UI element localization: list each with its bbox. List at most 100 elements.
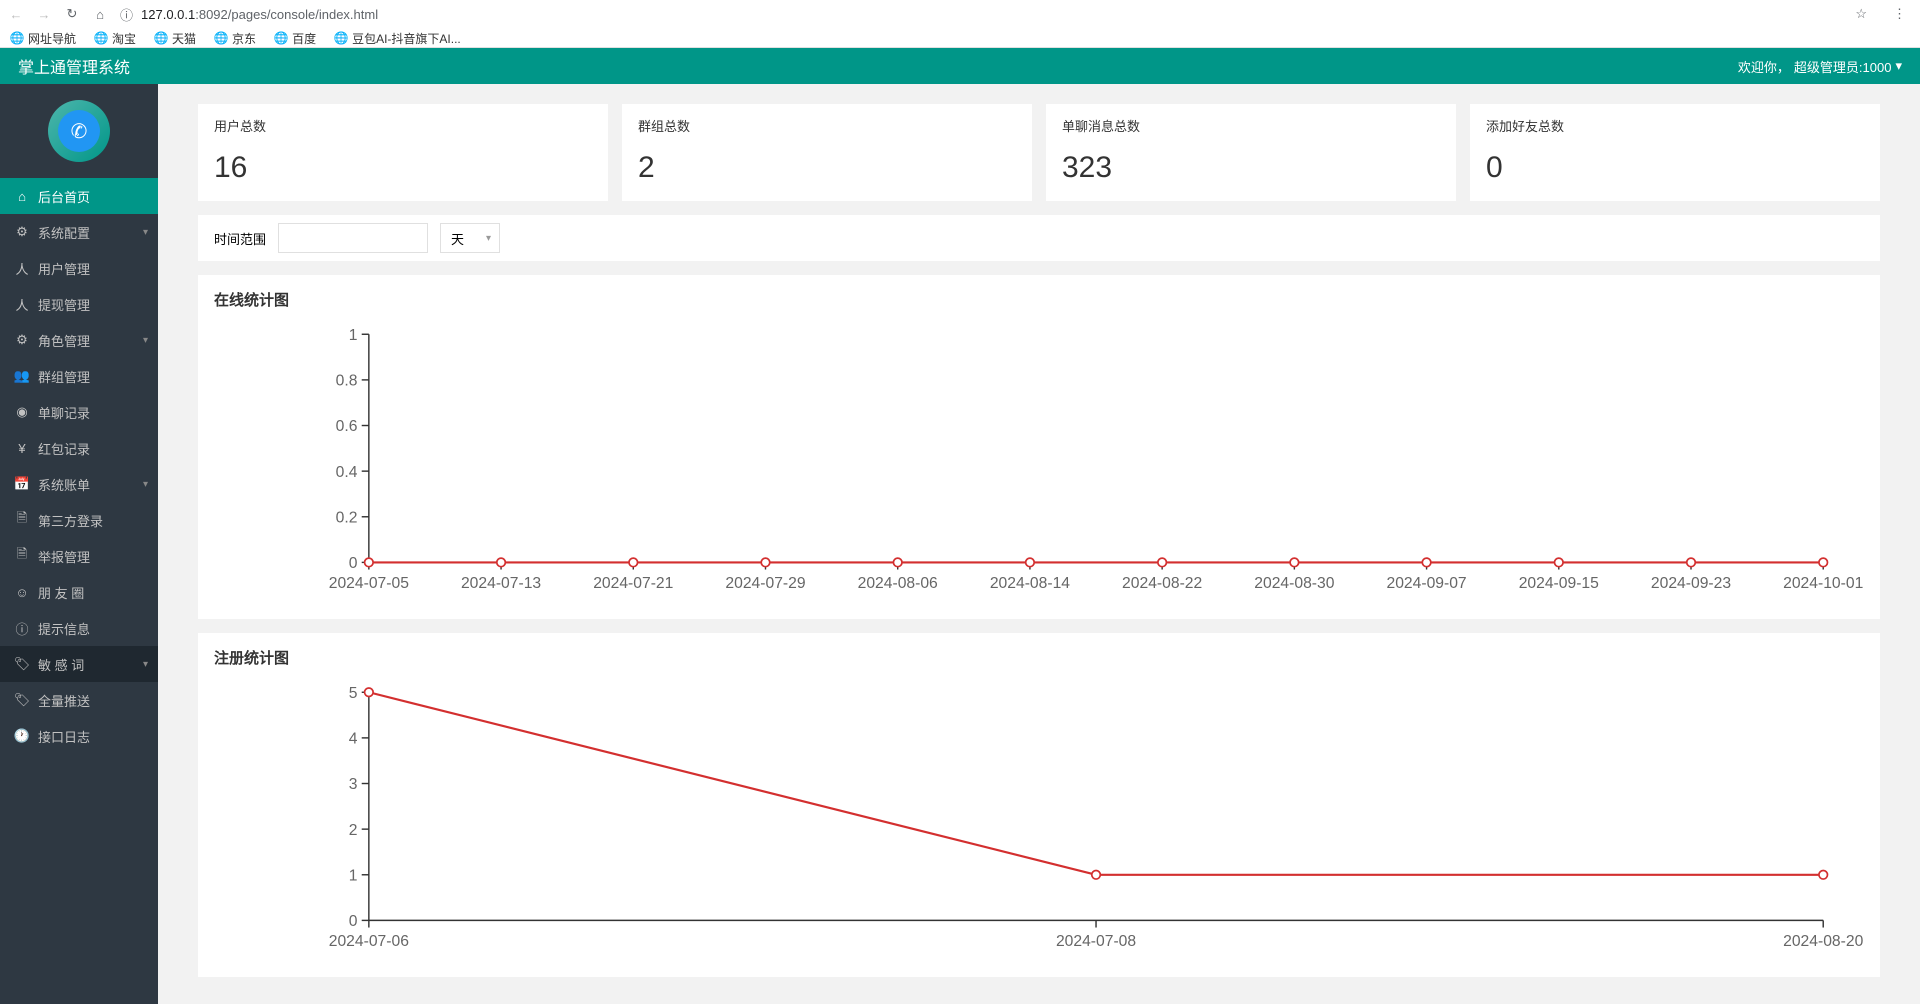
date-range-input[interactable] (278, 223, 428, 253)
stat-value: 0 (1486, 151, 1864, 185)
sidebar-item-0[interactable]: ⌂ 后台首页 (0, 178, 158, 214)
range-label: 时间范围 (214, 229, 266, 248)
bookmark-star-icon[interactable]: ☆ (1855, 6, 1875, 22)
nav-icon: 🏷 (14, 692, 30, 708)
sidebar-item-15[interactable]: 🕐接口日志 (0, 718, 158, 754)
chart-online-svg: 00.20.40.60.812024-07-052024-07-132024-0… (212, 320, 1866, 605)
chevron-down-icon: ▾ (1895, 58, 1902, 74)
stat-value: 323 (1062, 151, 1440, 185)
nav-icon: 🗎 (14, 545, 30, 567)
bookmark-item[interactable]: 🌐淘宝 (94, 30, 136, 47)
bookmark-item[interactable]: 🌐豆包AI-抖音旗下AI... (334, 30, 461, 47)
sidebar-item-13[interactable]: 🏷敏 感 词▾ (0, 646, 158, 682)
sidebar-item-12[interactable]: ⓘ提示信息 (0, 610, 158, 646)
svg-text:2024-07-08: 2024-07-08 (1056, 933, 1136, 950)
svg-text:2024-09-15: 2024-09-15 (1519, 575, 1599, 592)
svg-text:2024-07-06: 2024-07-06 (329, 933, 409, 950)
main-content: 用户总数 16 群组总数 2 单聊消息总数 323 添加好友总数 0 时间范围 … (158, 84, 1920, 1004)
nav-label: 提现管理 (38, 295, 90, 314)
chart-title: 注册统计图 (212, 647, 1866, 668)
sidebar-item-2[interactable]: 人用户管理 (0, 250, 158, 286)
svg-text:2024-07-13: 2024-07-13 (461, 575, 541, 592)
unit-select[interactable]: 天 ▾ (440, 223, 500, 253)
svg-text:2024-07-29: 2024-07-29 (725, 575, 805, 592)
sidebar-item-11[interactable]: ☺朋 友 圈 (0, 574, 158, 610)
nav-icon: ⚙ (14, 332, 30, 348)
bookmark-item[interactable]: 🌐百度 (274, 30, 316, 47)
welcome-prefix: 欢迎你， (1738, 57, 1790, 76)
bookmark-item[interactable]: 🌐网址导航 (10, 30, 76, 47)
welcome-user: 超级管理员:1000 (1794, 57, 1892, 76)
bookmark-item[interactable]: 🌐京东 (214, 30, 256, 47)
forward-button[interactable]: → (36, 6, 52, 22)
chevron-down-icon: ▾ (486, 233, 491, 244)
nav-label: 角色管理 (38, 331, 90, 350)
app-title: 掌上通管理系统 (18, 54, 130, 78)
nav-label: 系统配置 (38, 223, 90, 242)
chevron-down-icon: ▾ (143, 335, 148, 346)
sidebar-item-8[interactable]: 📅系统账单▾ (0, 466, 158, 502)
svg-text:2024-08-06: 2024-08-06 (858, 575, 938, 592)
stat-card-groups: 群组总数 2 (622, 104, 1032, 201)
svg-text:2024-10-01: 2024-10-01 (1783, 575, 1863, 592)
sidebar-item-6[interactable]: ◉单聊记录 (0, 394, 158, 430)
nav-icon: ⌂ (14, 189, 30, 204)
nav-icon: 🏷 (14, 656, 30, 672)
nav-icon: ⓘ (14, 619, 30, 638)
nav-label: 举报管理 (38, 547, 90, 566)
stat-value: 16 (214, 151, 592, 185)
globe-icon: 🌐 (154, 31, 168, 45)
svg-text:2024-08-14: 2024-08-14 (990, 575, 1070, 592)
chevron-down-icon: ▾ (143, 479, 148, 490)
svg-text:1: 1 (349, 327, 358, 344)
stats-row: 用户总数 16 群组总数 2 单聊消息总数 323 添加好友总数 0 (198, 104, 1880, 201)
nav-icon: ⚙ (14, 224, 30, 240)
sidebar-item-7[interactable]: ¥红包记录 (0, 430, 158, 466)
sidebar-item-3[interactable]: 人提现管理 (0, 286, 158, 322)
home-button[interactable]: ⌂ (92, 6, 108, 22)
nav-icon: ¥ (14, 441, 30, 456)
svg-text:2024-09-23: 2024-09-23 (1651, 575, 1731, 592)
svg-text:2024-09-07: 2024-09-07 (1386, 575, 1466, 592)
svg-text:0.2: 0.2 (336, 509, 358, 526)
chart-online: 在线统计图 00.20.40.60.812024-07-052024-07-13… (198, 275, 1880, 619)
svg-text:0.4: 0.4 (336, 464, 358, 481)
sidebar-item-10[interactable]: 🗎 举报管理 (0, 538, 158, 574)
nav-label: 朋 友 圈 (38, 583, 84, 602)
browser-toolbar: ← → ↻ ⌂ ⓘ 127.0.0.1:8092/pages/console/i… (0, 0, 1920, 28)
url-bar[interactable]: ⓘ 127.0.0.1:8092/pages/console/index.htm… (120, 5, 1843, 24)
logo: ✆ (0, 84, 158, 178)
svg-text:2024-07-05: 2024-07-05 (329, 575, 409, 592)
chevron-down-icon: ▾ (143, 227, 148, 238)
nav-label: 用户管理 (38, 259, 90, 278)
nav-icon: 人 (14, 295, 30, 314)
reload-button[interactable]: ↻ (64, 6, 80, 22)
nav-icon: 📅 (14, 476, 30, 492)
nav-label: 后台首页 (38, 187, 90, 206)
sidebar-item-9[interactable]: 🗎第三方登录 (0, 502, 158, 538)
stat-card-users: 用户总数 16 (198, 104, 608, 201)
nav-label: 敏 感 词 (38, 655, 84, 674)
globe-icon: 🌐 (10, 31, 24, 45)
sidebar-item-1[interactable]: ⚙ 系统配置 ▾ (0, 214, 158, 250)
url-port: :8092 (195, 7, 228, 22)
sidebar-item-14[interactable]: 🏷全量推送 (0, 682, 158, 718)
browser-menu-icon[interactable]: ⋮ (1887, 6, 1912, 22)
nav-label: 单聊记录 (38, 403, 90, 422)
nav-label: 群组管理 (38, 367, 90, 386)
stat-card-messages: 单聊消息总数 323 (1046, 104, 1456, 201)
stat-label: 添加好友总数 (1486, 116, 1864, 135)
chart-register-svg: 0123452024-07-062024-07-082024-08-20 (212, 678, 1866, 963)
nav-label: 接口日志 (38, 727, 90, 746)
svg-text:2024-08-30: 2024-08-30 (1254, 575, 1334, 592)
sidebar-item-5[interactable]: 👥群组管理 (0, 358, 158, 394)
globe-icon: 🌐 (94, 31, 108, 45)
sidebar-item-4[interactable]: ⚙ 角色管理 ▾ (0, 322, 158, 358)
user-dropdown[interactable]: 欢迎你， 超级管理员:1000 ▾ (1738, 57, 1902, 76)
filter-bar: 时间范围 天 ▾ (198, 215, 1880, 261)
stat-label: 单聊消息总数 (1062, 116, 1440, 135)
chart-title: 在线统计图 (212, 289, 1866, 310)
stat-value: 2 (638, 151, 1016, 185)
bookmark-item[interactable]: 🌐天猫 (154, 30, 196, 47)
back-button[interactable]: ← (8, 6, 24, 22)
